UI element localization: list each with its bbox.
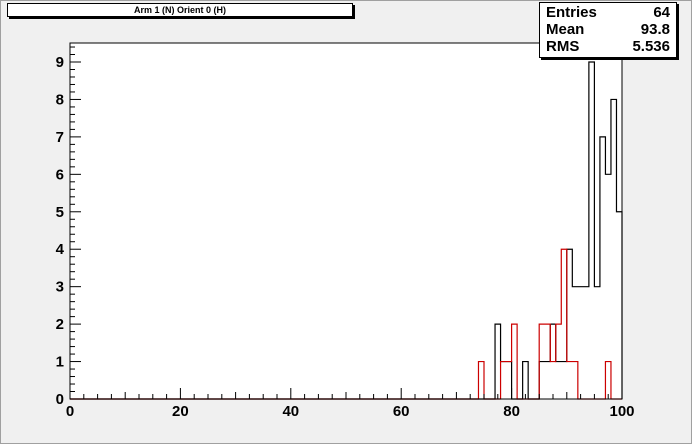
y-tick-label: 6 xyxy=(56,166,64,183)
stats-entries-label: Entries xyxy=(546,4,597,21)
stats-box: Entries 64 Mean 93.8 RMS 5.536 xyxy=(539,2,677,58)
y-tick-label: 9 xyxy=(56,54,64,71)
axis-layer: 0 20 40 60 80 100 0 1 2 3 4 5 6 7 8 9 xyxy=(56,43,635,420)
y-tick-label: 3 xyxy=(56,279,64,296)
y-tick-label: 2 xyxy=(56,316,64,333)
stats-rms-value: 5.536 xyxy=(632,38,670,55)
x-tick-label: 20 xyxy=(172,403,189,420)
stats-mean-label: Mean xyxy=(546,21,585,38)
stats-mean-value: 93.8 xyxy=(640,21,670,38)
x-tick-label: 80 xyxy=(503,403,520,420)
y-tick-label: 0 xyxy=(56,391,64,408)
stats-entries-value: 64 xyxy=(653,4,670,21)
stats-row-entries: Entries 64 xyxy=(546,4,670,21)
x-tick-label: 100 xyxy=(609,403,634,420)
x-tick-label: 40 xyxy=(282,403,299,420)
y-tick-label: 7 xyxy=(56,129,64,146)
stats-row-rms: RMS 5.536 xyxy=(546,38,670,55)
y-tick-label: 5 xyxy=(56,204,64,221)
histogram-title: Arm 1 (N) Orient 0 (H) xyxy=(7,3,353,17)
y-tick-label: 4 xyxy=(56,241,65,258)
plot-frame xyxy=(69,42,623,400)
x-tick-label: 60 xyxy=(393,403,410,420)
x-tick-label: 0 xyxy=(66,403,74,420)
stats-rms-label: RMS xyxy=(546,38,580,55)
stats-row-mean: Mean 93.8 xyxy=(546,21,670,38)
y-tick-label: 8 xyxy=(56,91,64,108)
y-tick-label: 1 xyxy=(56,354,64,371)
